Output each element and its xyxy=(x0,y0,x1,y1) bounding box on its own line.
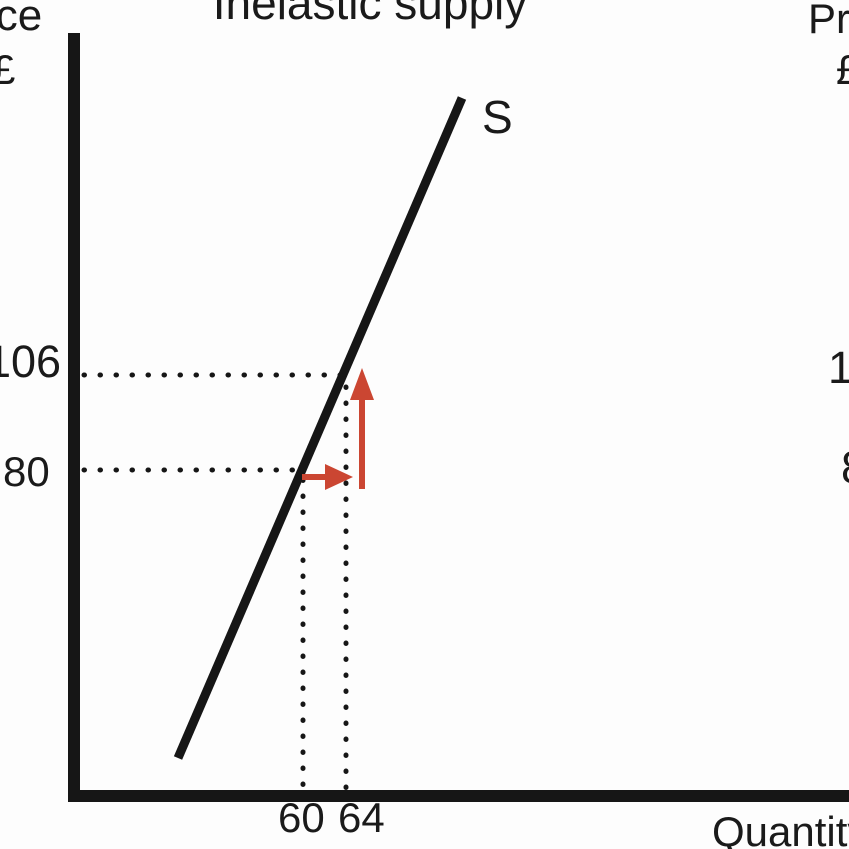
chart-title: Inelastic supply xyxy=(212,0,528,29)
supply-curve-label: S xyxy=(482,91,513,143)
up-arrow-head xyxy=(350,368,374,400)
x-axis-label-quantity: Quantity xyxy=(712,808,849,849)
supply-curve xyxy=(173,96,467,760)
right-panel-price-tick-80: 80 xyxy=(841,445,849,490)
y-axis-currency-symbol: £ xyxy=(0,46,16,93)
right-panel-currency-symbol: £ xyxy=(836,46,849,93)
price-tick-106: 106 xyxy=(0,336,62,387)
y-axis-label-price: Price xyxy=(0,0,43,40)
right-arrow-head xyxy=(325,464,353,490)
right-panel-price-label: Price xyxy=(808,0,849,42)
right-panel-price-tick-106: 106 xyxy=(828,342,849,393)
quantity-tick-60: 60 xyxy=(278,794,325,841)
quantity-tick-64: 64 xyxy=(338,794,385,841)
price-tick-80: 80 xyxy=(3,448,50,495)
